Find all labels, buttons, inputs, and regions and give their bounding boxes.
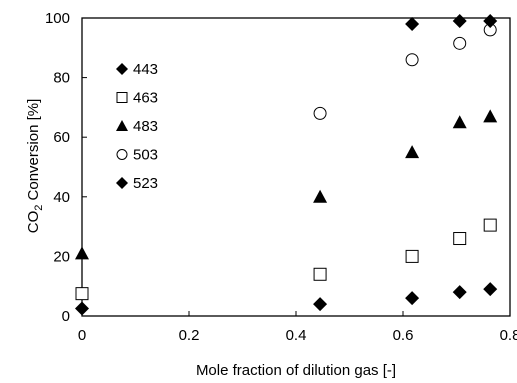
legend: 443 463 483 503 523 (116, 61, 158, 192)
y-tick-label: 40 (53, 189, 70, 206)
data-point-463 (313, 267, 327, 281)
x-tick-label: 0.8 (500, 327, 517, 344)
legend-marker-483 (116, 120, 128, 131)
data-point-523 (483, 13, 498, 28)
y-tick-label: 0 (62, 308, 70, 325)
data-point-483 (313, 189, 328, 203)
ticks: 0 0.2 0.4 0.6 0.8 0 20 40 60 80 100 (45, 10, 517, 344)
legend-label-503: 503 (133, 147, 158, 164)
data-point-443 (452, 285, 467, 300)
x-tick-label: 0.6 (393, 327, 414, 344)
data-point-483 (483, 109, 498, 123)
data-point-503 (313, 106, 327, 120)
data-point-443 (483, 282, 498, 297)
data-point-523 (405, 16, 420, 31)
y-tick-label: 80 (53, 70, 70, 87)
legend-marker-503 (116, 149, 128, 160)
y-tick-label: 60 (53, 129, 70, 146)
legend-marker-443 (116, 63, 128, 75)
data-point-523 (75, 301, 89, 316)
data-point-463 (75, 287, 89, 301)
data-point-523 (452, 13, 467, 28)
data-point-483 (452, 115, 467, 129)
data-point-463 (483, 218, 497, 232)
data-point-483 (75, 246, 89, 260)
legend-label-463: 463 (133, 90, 158, 107)
data-point-463 (453, 232, 467, 246)
legend-label-523: 523 (133, 175, 158, 192)
x-axis-title: Mole fraction of dilution gas [-] (196, 362, 396, 379)
data-point-463 (405, 249, 419, 263)
legend-label-443: 443 (133, 61, 158, 78)
data-marks (75, 13, 498, 316)
data-point-483 (405, 145, 420, 159)
legend-marker-463 (116, 92, 128, 103)
x-tick-label: 0 (78, 327, 86, 344)
data-point-443 (405, 291, 420, 306)
x-tick-label: 0.4 (286, 327, 307, 344)
y-tick-label: 20 (53, 248, 70, 265)
y-tick-label: 100 (45, 10, 70, 27)
data-point-503 (453, 36, 467, 50)
y-axis-title-prefix: CO (25, 211, 42, 234)
y-axis-title: CO2 Conversion [%] (25, 99, 45, 234)
data-point-503 (405, 53, 419, 67)
legend-label-483: 483 (133, 118, 158, 135)
y-axis-title-subscript: 2 (33, 205, 45, 211)
data-point-443 (313, 297, 328, 312)
legend-marker-523 (116, 177, 128, 189)
y-axis-title-suffix: Conversion [%] (25, 99, 42, 205)
x-tick-label: 0.2 (179, 327, 200, 344)
